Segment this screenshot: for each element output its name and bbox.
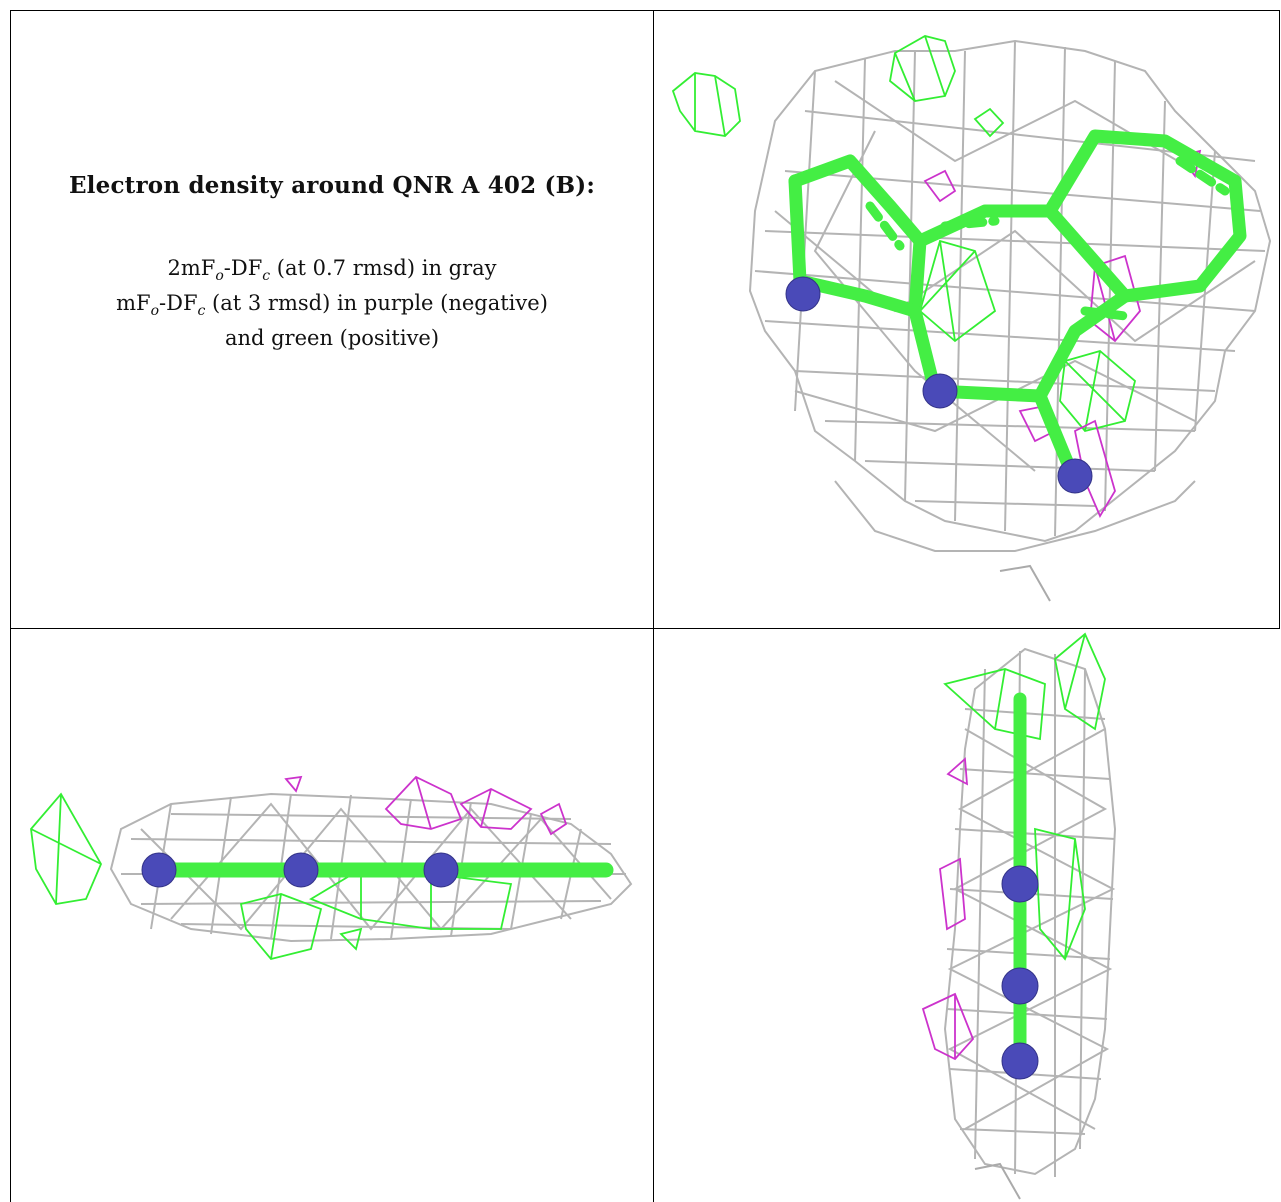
gray-density-mesh (943, 647, 1117, 1177)
table-border-right (1279, 10, 1280, 628)
caption-line-colors: and green (positive) (224, 326, 440, 351)
bond-stub (999, 564, 1051, 602)
caption-text: -DF (159, 291, 198, 316)
table-divider-horizontal (10, 628, 1280, 629)
bond-stub (974, 1162, 1021, 1200)
caption-text: 2mF (167, 256, 216, 280)
table-divider-vertical (653, 10, 654, 1202)
nitrogen-atoms (141, 852, 459, 888)
green-positive-mesh (943, 632, 1106, 961)
nitrogen-atoms (1001, 865, 1039, 1080)
caption-line-fofc: mFo-DFc (at 3 rmsd) in purple (negative) (12, 290, 652, 325)
density-view-side (30, 775, 633, 961)
purple-negative-mesh (921, 757, 975, 1061)
caption-subscript: c (197, 303, 206, 320)
caption-text: -DF (223, 256, 263, 280)
caption-text: (at 3 rmsd) in purple (negative) (205, 291, 548, 316)
figure-table (10, 10, 1280, 1202)
caption-subscript: o (150, 303, 160, 320)
caption-subscript: c (262, 268, 271, 285)
ligand-double-bond-dashes (865, 156, 1230, 321)
caption-text: mF (116, 291, 151, 316)
density-view-top (671, 35, 1272, 602)
density-view-edge (921, 632, 1117, 1200)
caption-subscript: o (215, 268, 224, 285)
figure-caption: Electron density around QNR A 402 (B): 2… (12, 172, 652, 352)
nitrogen-atoms (785, 276, 1093, 494)
caption-line-2fofc: 2mFo-DFc (at 0.7 rmsd) in gray (12, 255, 652, 290)
purple-negative-mesh (284, 775, 568, 836)
gray-density-mesh (748, 39, 1272, 552)
caption-title: Electron density around QNR A 402 (B): (68, 172, 596, 199)
green-positive-mesh (671, 35, 1137, 433)
caption-text: (at 0.7 rmsd) in gray (270, 256, 497, 280)
